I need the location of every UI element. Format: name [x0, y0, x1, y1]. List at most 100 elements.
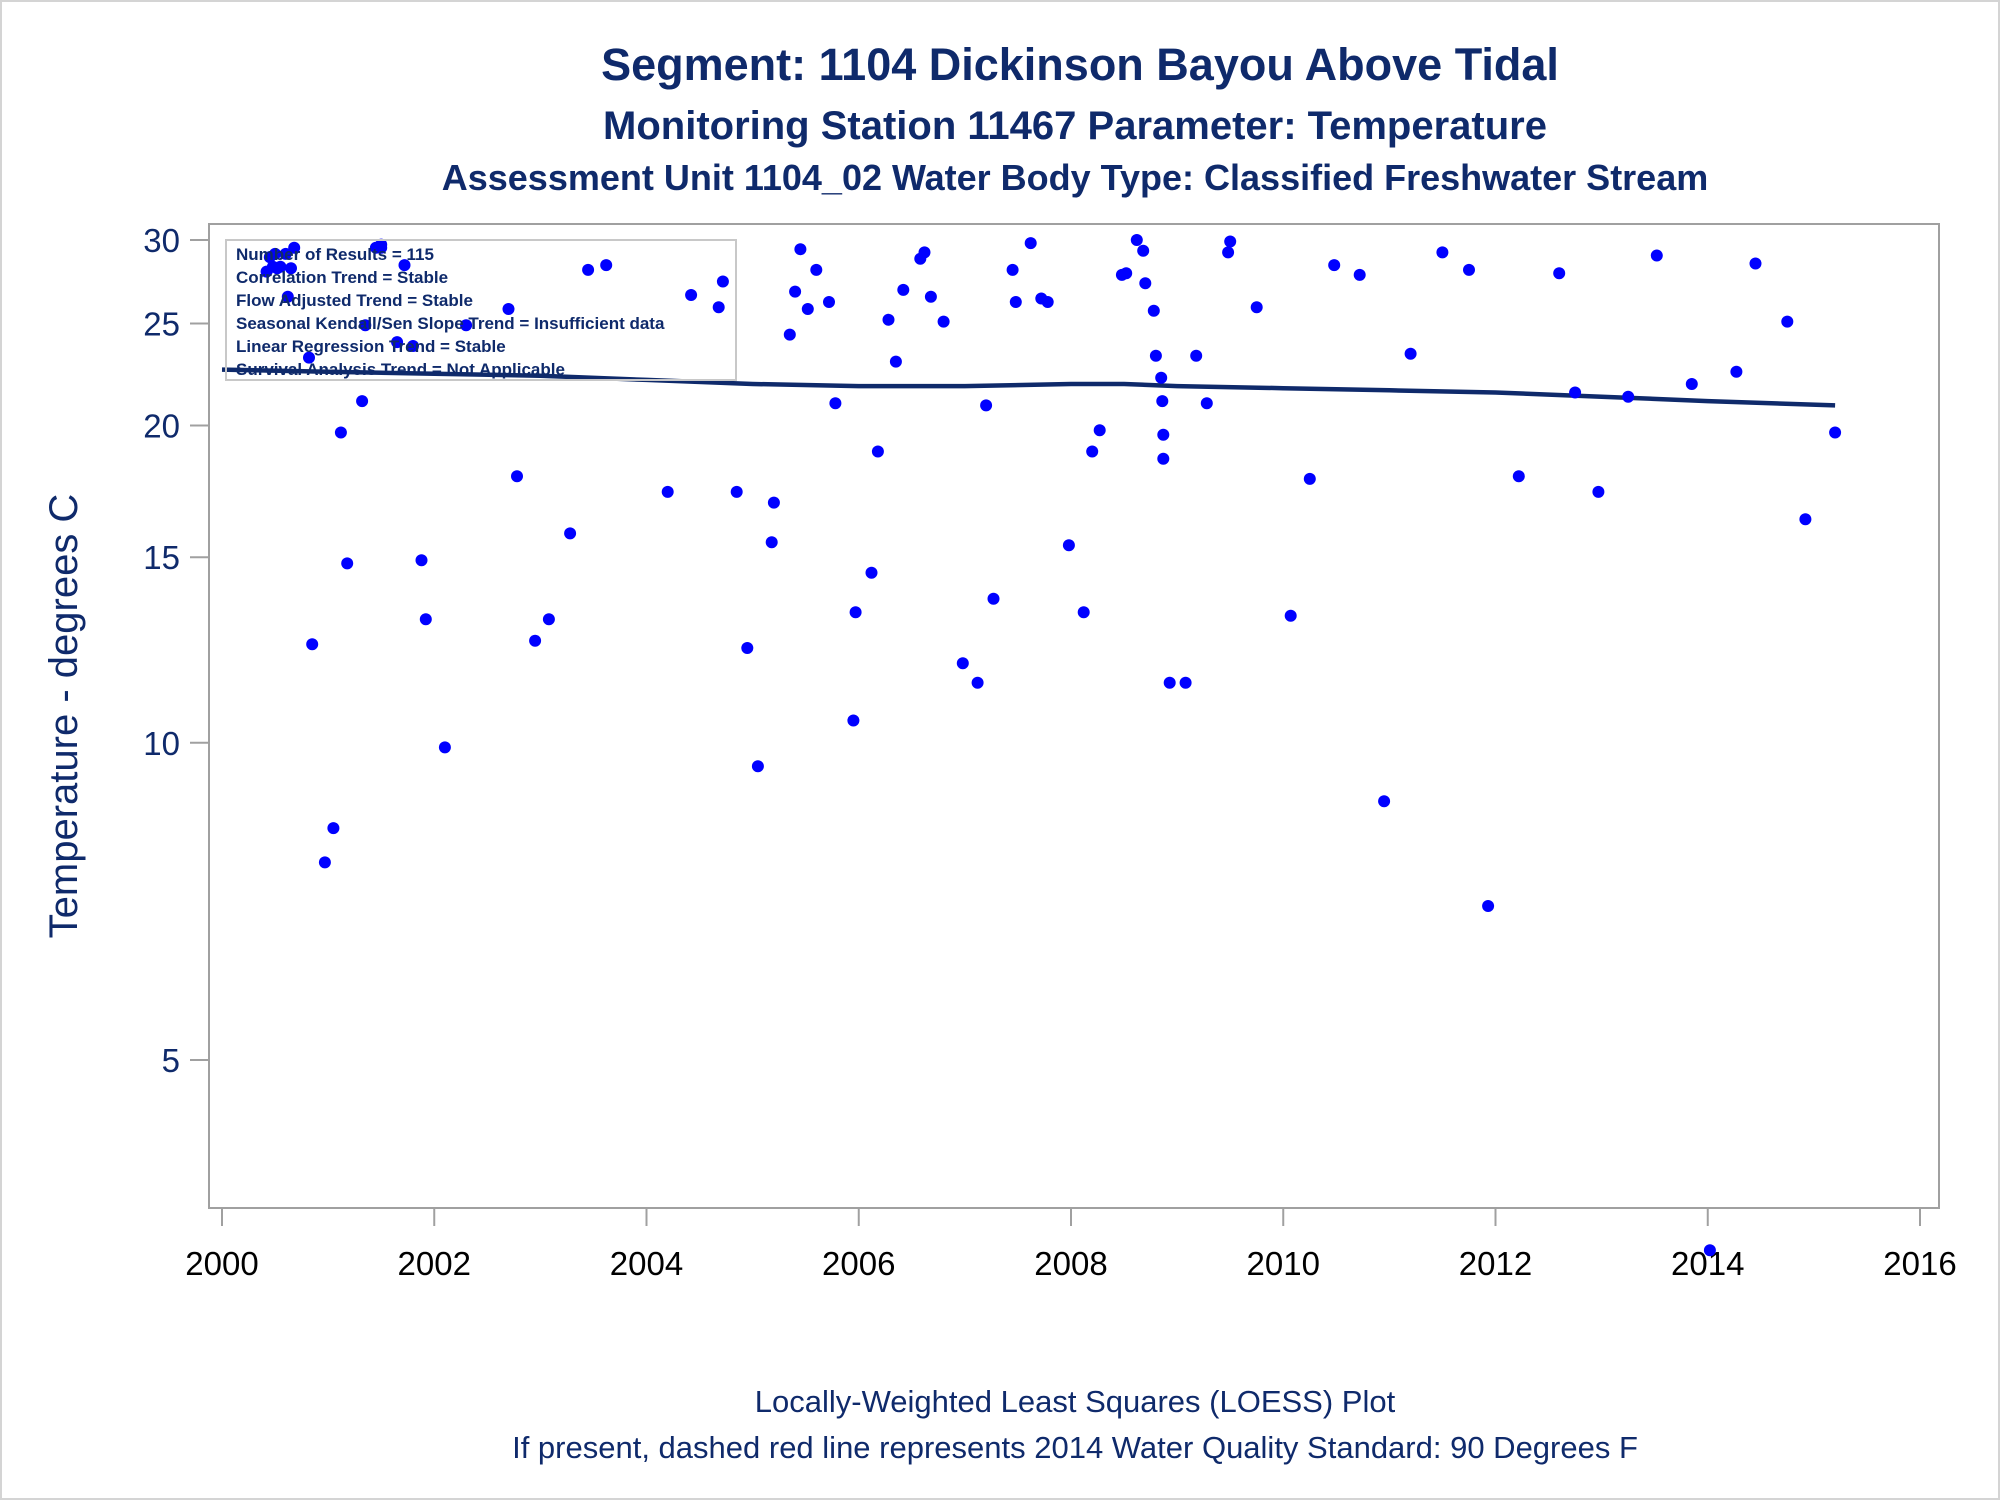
data-point	[327, 822, 340, 835]
data-point	[460, 319, 473, 332]
data-point	[1622, 390, 1635, 403]
data-point	[391, 336, 404, 349]
data-point	[285, 262, 297, 275]
data-point	[924, 290, 937, 303]
data-point	[1137, 244, 1150, 257]
data-point	[789, 285, 802, 298]
data-point	[1041, 296, 1054, 308]
data-point	[1179, 676, 1192, 689]
data-point	[980, 399, 993, 412]
data-point	[398, 259, 411, 272]
data-point	[1157, 452, 1170, 465]
data-point	[956, 657, 969, 670]
data-point	[1163, 676, 1176, 689]
data-point	[1799, 513, 1812, 526]
data-point	[712, 301, 725, 314]
data-point	[829, 397, 842, 410]
data-point	[847, 714, 860, 727]
x-tick-label-2000: 2000	[185, 1245, 258, 1282]
inset-line-1: Number of Results = 115	[236, 245, 434, 264]
data-point	[1303, 472, 1316, 485]
trend-inset: Number of Results = 115 Correlation Tren…	[225, 239, 737, 381]
data-point	[334, 426, 347, 439]
data-point	[438, 741, 451, 754]
footnote-1: Locally-Weighted Least Squares (LOESS) P…	[755, 1384, 1396, 1419]
data-point	[1139, 277, 1152, 290]
data-point	[810, 263, 823, 276]
x-axis: 2000 2002 2004 2006 2008 2010 2012 2014 2016	[185, 1208, 1957, 1282]
data-point	[1650, 249, 1663, 262]
data-point	[1569, 386, 1582, 399]
data-point	[359, 319, 372, 332]
data-point	[415, 554, 428, 567]
inset-box	[225, 239, 737, 381]
data-point	[801, 303, 814, 315]
data-point	[341, 557, 354, 570]
data-point	[1147, 304, 1160, 317]
inset-line-2: Correlation Trend = Stable	[236, 268, 448, 287]
data-point	[511, 470, 523, 483]
data-point	[1077, 606, 1090, 619]
data-point	[1553, 267, 1566, 280]
data-point	[279, 247, 292, 260]
data-point	[783, 328, 796, 341]
data-point	[303, 351, 315, 364]
data-point	[1157, 428, 1170, 441]
data-point	[849, 606, 862, 619]
data-point	[751, 760, 764, 773]
data-point	[1086, 445, 1099, 458]
data-point	[1155, 371, 1168, 384]
data-point	[971, 676, 984, 689]
data-point	[1200, 397, 1213, 410]
y-tick-label-10: 10	[143, 725, 180, 762]
data-point	[889, 355, 902, 368]
inset-line-4: Seasonal Kendall/Sen Slope Trend = Insuf…	[236, 314, 665, 333]
data-point	[1250, 301, 1263, 314]
data-point	[318, 856, 331, 869]
loess-line	[221, 367, 1836, 408]
data-point	[897, 283, 910, 296]
data-point	[306, 638, 319, 651]
data-point	[1120, 267, 1133, 280]
data-point	[356, 395, 369, 408]
data-point	[1009, 296, 1022, 308]
data-point	[1482, 900, 1495, 912]
inset-line-3: Flow Adjusted Trend = Stable	[236, 291, 473, 310]
data-point	[823, 296, 835, 308]
data-point	[865, 566, 878, 579]
data-point	[407, 340, 419, 352]
data-point	[542, 613, 555, 626]
data-point	[1006, 263, 1019, 276]
data-point	[600, 259, 613, 272]
data-points	[260, 234, 1842, 1257]
data-point	[564, 527, 577, 540]
data-point	[685, 289, 698, 301]
data-point	[716, 275, 729, 288]
footnote-2: If present, dashed red line represents 2…	[512, 1430, 1638, 1465]
data-point	[1592, 485, 1605, 498]
data-point	[274, 260, 287, 273]
x-tick-label-2004: 2004	[610, 1245, 683, 1282]
y-axis-label: Temperature - degrees C	[42, 494, 86, 939]
data-point	[730, 485, 743, 498]
y-tick-label-30: 30	[143, 222, 180, 259]
data-point	[375, 241, 388, 254]
data-point	[987, 592, 1000, 605]
data-point	[269, 247, 282, 260]
data-point	[794, 243, 807, 256]
data-point	[502, 303, 515, 315]
data-point	[1328, 259, 1341, 272]
data-point	[288, 241, 301, 254]
y-tick-label-25: 25	[143, 305, 180, 342]
data-point	[1224, 235, 1237, 248]
data-point	[419, 613, 432, 626]
data-point	[1781, 315, 1794, 328]
data-point	[529, 634, 542, 647]
data-point	[1062, 539, 1075, 552]
data-point	[1703, 1244, 1716, 1257]
data-point	[1130, 234, 1143, 246]
data-point	[1404, 347, 1417, 360]
data-point	[1284, 609, 1297, 622]
x-tick-label-2002: 2002	[398, 1245, 471, 1282]
